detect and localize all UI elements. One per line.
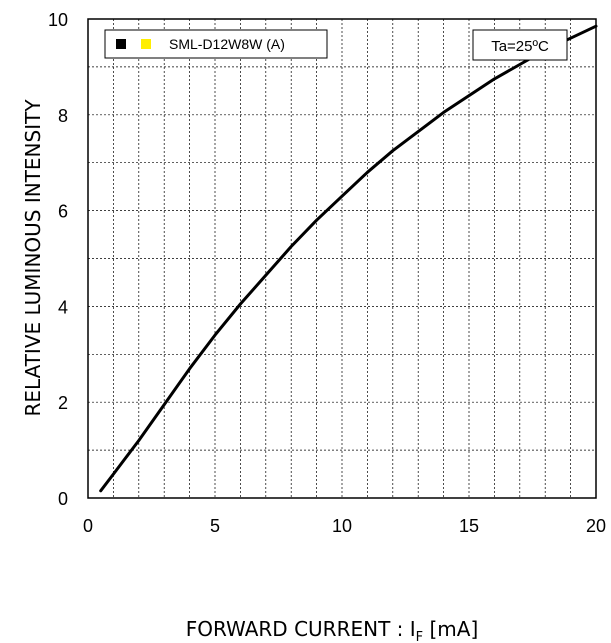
- chart-grid: [88, 19, 596, 498]
- y-tick-label: 2: [58, 393, 68, 413]
- y-tick-label: 4: [58, 297, 68, 317]
- legend-label: SML-D12W8W (A): [169, 36, 285, 52]
- x-tick-label: 0: [83, 516, 93, 536]
- annotation-text: Ta=25ºC: [491, 38, 549, 55]
- legend: SML-D12W8W (A): [104, 29, 328, 59]
- x-axis-title-unit: [mA]: [423, 617, 478, 641]
- x-tick-labels: 0 5 10 15 20: [83, 516, 606, 536]
- y-tick-label: 8: [58, 106, 68, 126]
- y-tick-label: 10: [48, 10, 68, 30]
- legend-swatch-yellow: [141, 39, 151, 49]
- y-tick-labels: 0 2 4 6 8 10: [48, 10, 68, 509]
- x-tick-label: 5: [210, 516, 220, 536]
- legend-swatch-black: [116, 39, 126, 49]
- y-axis-title: RELATIVE LUMINOUS INTENSITY: [21, 99, 45, 417]
- x-tick-label: 15: [459, 516, 479, 536]
- plot-frame: [87, 18, 597, 499]
- x-axis-title-main: FORWARD CURRENT : I: [186, 617, 416, 641]
- y-tick-label: 0: [58, 489, 68, 509]
- ambient-temperature-note: Ta=25ºC: [472, 29, 568, 61]
- annotation-box: [472, 29, 568, 61]
- x-axis-title-subscript: F: [416, 630, 423, 643]
- x-axis-title: FORWARD CURRENT : IF [mA]: [186, 617, 479, 643]
- chart-series: [99, 24, 598, 493]
- y-tick-label: 6: [58, 202, 68, 222]
- x-tick-label: 20: [586, 516, 606, 536]
- x-tick-label: 10: [332, 516, 352, 536]
- series-line: [99, 24, 598, 493]
